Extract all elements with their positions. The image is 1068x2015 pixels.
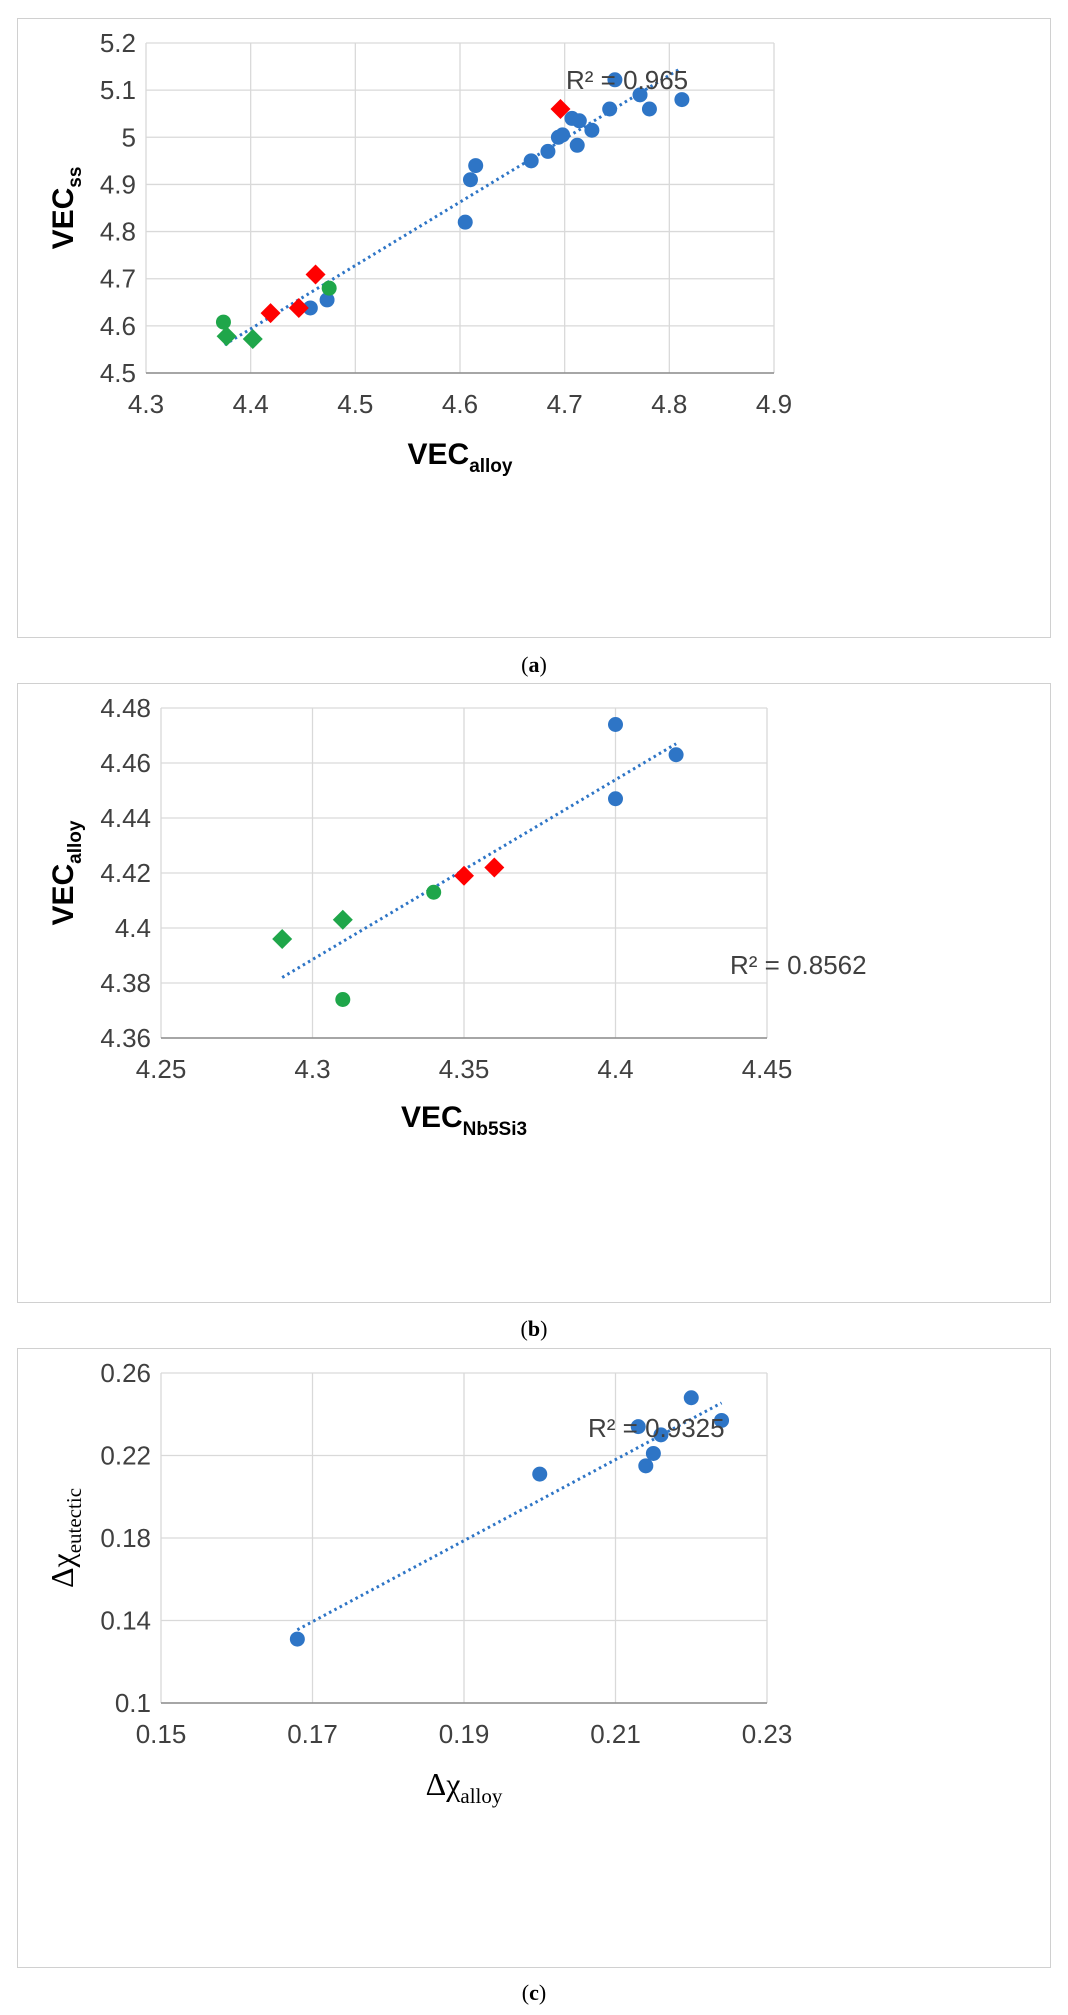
blue-circle-point	[714, 1412, 730, 1428]
green-circle-point	[426, 884, 442, 900]
green-circle-point	[215, 314, 231, 330]
y-axis-label: Δχeutectic	[44, 1488, 86, 1588]
red-diamond-point	[454, 865, 474, 886]
caption-a: (a)	[521, 652, 547, 677]
x-tick-label: 4.4	[597, 1054, 633, 1084]
y-tick-label: 4.7	[100, 264, 136, 294]
x-axis-label: VECalloy	[408, 438, 513, 477]
x-tick-label: 0.15	[136, 1719, 187, 1749]
x-tick-label: 4.45	[742, 1054, 793, 1084]
red-diamond-point	[305, 264, 326, 285]
red-diamond-point	[260, 303, 281, 324]
red-diamond-point	[288, 297, 309, 318]
x-tick-label: 4.4	[233, 389, 269, 419]
x-tick-label: 4.3	[128, 389, 164, 419]
trendline	[223, 67, 681, 346]
green-circle-point	[335, 992, 351, 1007]
blue-circle-point	[641, 101, 657, 117]
red-diamond-point	[550, 99, 571, 119]
x-tick-label: 4.25	[136, 1054, 187, 1084]
green-diamond-point	[242, 329, 263, 350]
blue-circle-point	[602, 101, 618, 117]
r2-label: R² = 0.965	[566, 65, 688, 95]
x-tick-label: 0.17	[287, 1719, 338, 1749]
y-tick-label: 5.2	[100, 28, 136, 58]
blue-circle-point	[523, 153, 539, 169]
x-tick-label: 4.35	[439, 1054, 490, 1084]
y-tick-label: 4.38	[100, 968, 151, 998]
blue-circle-point	[532, 1466, 548, 1482]
y-tick-label: 4.9	[100, 169, 136, 199]
blue-circle-point	[608, 717, 623, 732]
y-tick-label: 0.22	[100, 1441, 151, 1471]
blue-circle-point	[555, 127, 571, 143]
blue-circle-point	[289, 1631, 305, 1647]
blue-circle-point	[468, 158, 484, 174]
blue-circle-point	[571, 113, 587, 129]
blue-circle-point	[462, 172, 478, 188]
x-tick-label: 4.5	[337, 389, 373, 419]
blue-circle-point	[674, 92, 690, 108]
y-tick-label: 4.48	[100, 693, 151, 723]
r2-label: R² = 0.9325	[588, 1413, 725, 1443]
x-tick-label: 4.3	[294, 1054, 330, 1084]
caption-c: (c)	[521, 1980, 547, 2005]
blue-circle-point	[569, 137, 585, 153]
blue-circle-point	[540, 143, 556, 159]
x-axis-label: Δχalloy	[426, 1766, 503, 1808]
y-tick-label: 4.42	[100, 858, 151, 888]
x-tick-label: 4.7	[547, 389, 583, 419]
blue-circle-point	[653, 1427, 669, 1443]
trendline	[296, 1401, 723, 1632]
y-axis-label: VECss	[47, 167, 86, 250]
trendline	[281, 742, 677, 979]
chart-panel-a: 4.3 4.4 4.5 4.6 4.7 4.8 4.9 4.5 4.6 4.7 4.8 4.9 5 5.1…	[17, 18, 1051, 638]
y-tick-label: 4.44	[100, 803, 151, 833]
x-tick-label: 4.9	[756, 389, 792, 419]
blue-circle-point	[302, 300, 318, 316]
x-tick-label: 0.19	[439, 1719, 490, 1749]
blue-circle-point	[668, 747, 684, 763]
chart-panel-b: 4.25 4.3 4.35 4.4 4.45 4.36 4.38 4.4 4.42 4.44 4.4…	[17, 683, 1051, 1303]
y-tick-label: 5	[122, 122, 136, 152]
green-diamond-point	[332, 909, 353, 930]
blue-circle-point	[607, 72, 623, 88]
r2-label: R² = 0.8562	[730, 950, 867, 980]
blue-circle-point	[457, 214, 473, 230]
y-tick-label: 0.14	[100, 1606, 151, 1636]
blue-circle-point	[638, 1458, 654, 1474]
y-tick-label: 4.4	[115, 913, 151, 943]
y-tick-label: 4.5	[100, 358, 136, 388]
y-tick-label: 4.36	[100, 1023, 151, 1053]
x-axis-label: VECNb5Si3	[401, 1101, 527, 1140]
chart-b-svg: 4.25 4.3 4.35 4.4 4.45 4.36 4.38 4.4 4.42 4.44 4.4…	[47, 693, 867, 1140]
green-diamond-point	[272, 929, 293, 949]
blue-circle-point	[645, 1445, 661, 1461]
green-diamond-point	[216, 326, 237, 347]
x-tick-label: 0.23	[742, 1719, 793, 1749]
y-tick-label: 4.6	[100, 311, 136, 341]
y-tick-label: 4.8	[100, 217, 136, 247]
blue-circle-point	[683, 1390, 699, 1406]
y-tick-label: 0.18	[100, 1523, 151, 1553]
y-tick-label: 5.1	[100, 75, 136, 105]
x-tick-label: 4.6	[442, 389, 478, 419]
x-tick-label: 0.21	[590, 1719, 641, 1749]
y-tick-label: 0.26	[100, 1358, 151, 1388]
y-tick-label: 4.46	[100, 748, 151, 778]
y-axis-label: VECalloy	[47, 820, 86, 925]
blue-circle-point	[319, 292, 335, 308]
y-tick-label: 0.1	[115, 1688, 151, 1718]
chart-c-svg: 0.15 0.17 0.19 0.21 0.23 0.1 0.14 0.18 0.22 0.26 R…	[44, 1358, 793, 1808]
caption-b: (b)	[520, 1316, 548, 1341]
blue-circle-point	[630, 1419, 646, 1435]
x-tick-label: 4.8	[651, 389, 687, 419]
red-diamond-point	[484, 857, 505, 878]
blue-circle-point	[584, 122, 600, 138]
green-circle-point	[321, 280, 337, 296]
chart-a-svg: 4.3 4.4 4.5 4.6 4.7 4.8 4.9 4.5 4.6 4.7 4.8 4.9 5 5.1…	[47, 28, 792, 477]
blue-circle-point	[632, 87, 648, 103]
blue-circle-point	[608, 791, 623, 807]
chart-panel-c: 0.15 0.17 0.19 0.21 0.23 0.1 0.14 0.18 0.22 0.26 R…	[17, 1348, 1051, 1968]
